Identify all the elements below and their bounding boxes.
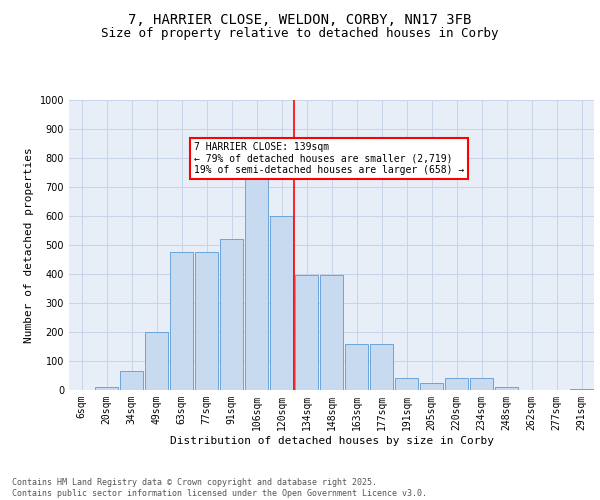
Bar <box>195 252 218 390</box>
Bar <box>445 378 468 390</box>
Bar <box>120 371 143 390</box>
Bar <box>270 216 293 390</box>
Bar <box>420 383 443 390</box>
Bar <box>495 387 518 390</box>
Bar <box>170 252 193 390</box>
Bar <box>295 276 318 390</box>
Text: Size of property relative to detached houses in Corby: Size of property relative to detached ho… <box>101 28 499 40</box>
X-axis label: Distribution of detached houses by size in Corby: Distribution of detached houses by size … <box>170 436 493 446</box>
Y-axis label: Number of detached properties: Number of detached properties <box>24 147 34 343</box>
Bar <box>320 276 343 390</box>
Text: 7, HARRIER CLOSE, WELDON, CORBY, NN17 3FB: 7, HARRIER CLOSE, WELDON, CORBY, NN17 3F… <box>128 12 472 26</box>
Bar <box>370 344 393 390</box>
Bar <box>145 332 168 390</box>
Bar <box>245 170 268 390</box>
Bar <box>395 378 418 390</box>
Bar <box>220 239 243 390</box>
Bar <box>95 387 118 390</box>
Text: 7 HARRIER CLOSE: 139sqm
← 79% of detached houses are smaller (2,719)
19% of semi: 7 HARRIER CLOSE: 139sqm ← 79% of detache… <box>194 142 464 176</box>
Bar <box>345 344 368 390</box>
Text: Contains HM Land Registry data © Crown copyright and database right 2025.
Contai: Contains HM Land Registry data © Crown c… <box>12 478 427 498</box>
Bar <box>570 388 593 390</box>
Bar <box>470 378 493 390</box>
